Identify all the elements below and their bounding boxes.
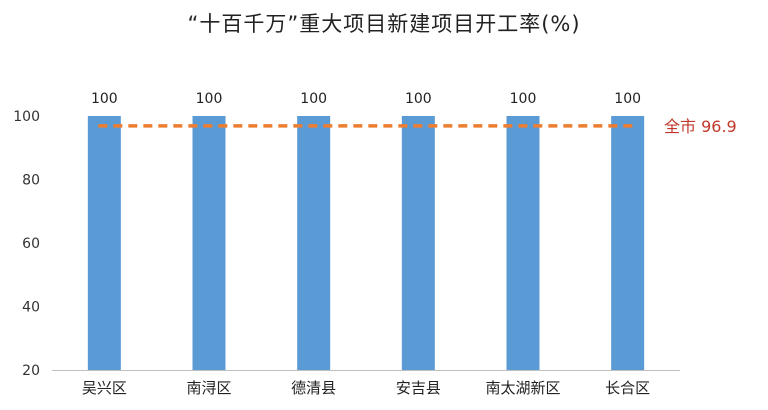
data-label: 100: [614, 91, 641, 107]
chart-title: “十百千万”重大项目新建项目开工率(%): [187, 12, 581, 36]
y-tick-label: 80: [22, 173, 40, 189]
data-label: 100: [510, 91, 537, 107]
bar: [87, 116, 121, 370]
reference-line-label: 全市 96.9: [664, 117, 737, 136]
bar: [506, 116, 540, 370]
y-tick-label: 20: [22, 363, 40, 379]
category-label: 南太湖新区: [485, 379, 560, 397]
data-label: 100: [300, 91, 327, 107]
data-label: 100: [405, 91, 432, 107]
bar: [401, 116, 435, 370]
bar: [297, 116, 331, 370]
bar: [192, 116, 226, 370]
data-label: 100: [91, 91, 118, 107]
category-label: 安吉县: [396, 379, 441, 397]
y-tick-label: 40: [22, 300, 40, 316]
category-label: 长合区: [605, 379, 650, 397]
category-label: 德清县: [291, 379, 336, 397]
data-label: 100: [196, 91, 223, 107]
category-label: 吴兴区: [82, 379, 127, 397]
y-tick-label: 60: [22, 236, 40, 252]
bar: [611, 116, 645, 370]
category-label: 南浔区: [186, 379, 231, 397]
y-tick-label: 100: [13, 109, 40, 125]
